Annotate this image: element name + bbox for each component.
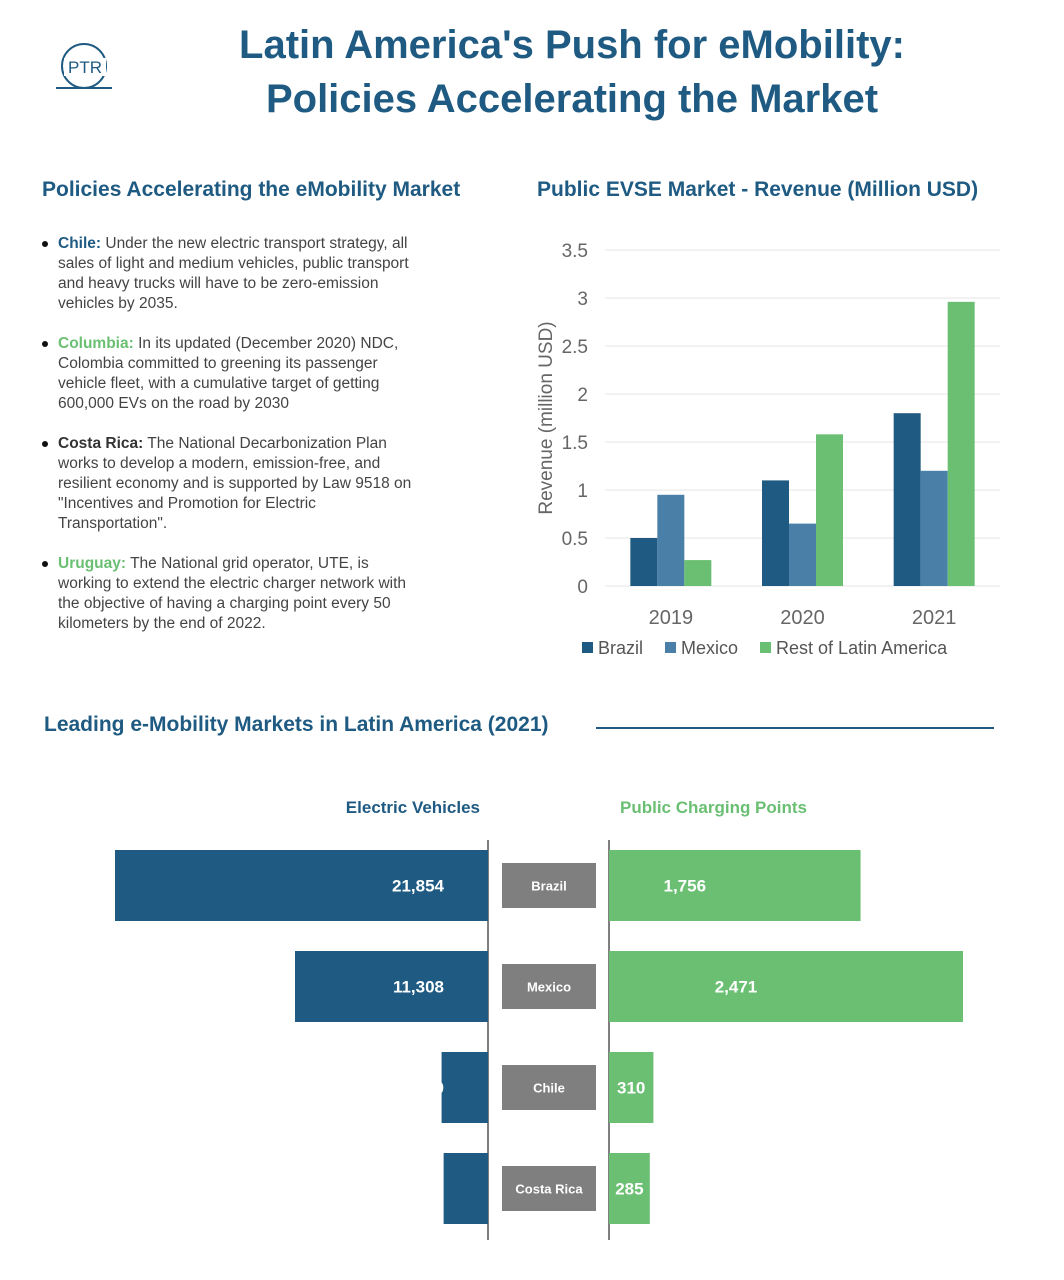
title-line-1: Latin America's Push for eMobility:	[239, 23, 905, 67]
leading-markets-chart: 21,854 1,756 Brazil 11,308 2,471 Mexico 2,720 3…	[115, 840, 963, 1240]
bar	[684, 560, 712, 586]
bar	[816, 434, 843, 586]
y-tick-label: 3	[577, 289, 588, 310]
title-line-2: Policies Accelerating the Market	[265, 77, 879, 121]
policy-text: Under the new electric transport strateg…	[58, 235, 409, 312]
legend-label: Rest of Latin America	[776, 638, 948, 658]
y-tick-label: 1	[577, 481, 588, 502]
logo-text: PTR	[68, 58, 102, 77]
ev-column-label: Electric Vehicles	[345, 798, 480, 817]
y-tick-label: 1.5	[562, 433, 588, 454]
bar	[893, 413, 921, 586]
cp-bar	[609, 1052, 654, 1123]
cp-value-label: 310	[617, 1079, 645, 1098]
policy-text: The National grid operator, UTE, is work…	[58, 555, 407, 632]
y-tick-label: 3.5	[562, 241, 588, 262]
bar	[630, 538, 658, 586]
y-tick-label: 2.5	[562, 337, 588, 358]
evse-chart-title: Public EVSE Market - Revenue (Million US…	[537, 178, 979, 201]
cp-value-label: 285	[615, 1180, 643, 1199]
ev-bar	[115, 850, 488, 921]
cp-value-label: 1,756	[664, 877, 707, 896]
policy-text: The National Decarbonization Plan works …	[58, 435, 412, 532]
ev-bar	[443, 1153, 488, 1224]
policy-country: Chile:	[58, 235, 102, 252]
page-title: Latin America's Push for eMobility: Poli…	[140, 18, 1004, 126]
legend-swatch	[582, 642, 593, 653]
cp-bar	[609, 951, 963, 1022]
policy-item-uruguay: Uruguay: The National grid operator, UTE…	[42, 554, 422, 634]
bar	[789, 523, 816, 586]
policy-text: In its updated (December 2020) NDC, Colo…	[58, 335, 399, 412]
bar	[657, 494, 685, 586]
y-tick-label: 0	[577, 577, 588, 598]
policy-country: Uruguay:	[58, 555, 127, 572]
country-label: Costa Rica	[515, 1182, 583, 1197]
policies-heading: Policies Accelerating the eMobility Mark…	[42, 178, 461, 201]
country-label: Brazil	[531, 879, 566, 894]
ev-value-label: 11,308	[393, 978, 444, 997]
cp-column-label: Public Charging Points	[620, 798, 808, 817]
country-label-box	[502, 1065, 596, 1110]
section-divider	[596, 727, 994, 729]
country-label-box	[502, 1166, 596, 1211]
country-label: Chile	[533, 1081, 565, 1096]
ptr-logo: PTR	[52, 40, 122, 100]
ev-bar	[294, 951, 488, 1022]
policy-item-costa-rica: Costa Rica: The National Decarbonization…	[42, 434, 422, 534]
policy-item-chile: Chile: Under the new electric transport …	[42, 234, 422, 314]
x-tick-label: 2020	[780, 607, 825, 629]
legend-swatch	[665, 642, 677, 653]
country-label: Mexico	[527, 980, 571, 995]
ev-value-label: 2,600	[401, 1180, 444, 1199]
cp-value-label: 2,471	[715, 978, 758, 997]
x-tick-label: 2021	[912, 607, 957, 629]
policy-item-colombia: Columbia: In its updated (December 2020)…	[42, 334, 422, 414]
policy-country: Costa Rica:	[58, 435, 144, 452]
ev-bar	[441, 1052, 488, 1123]
policies-list: Chile: Under the new electric transport …	[42, 234, 422, 654]
bar	[947, 301, 975, 586]
bar	[920, 470, 948, 586]
x-tick-label: 2019	[649, 607, 694, 629]
leading-heading: Leading e-Mobility Markets in Latin Amer…	[44, 713, 549, 736]
cp-bar	[609, 850, 861, 921]
ev-value-label: 21,854	[392, 877, 445, 896]
bar	[762, 480, 789, 586]
country-label-box	[502, 964, 596, 1009]
y-tick-label: 0.5	[562, 529, 588, 550]
legend-swatch	[760, 642, 772, 653]
policy-country: Columbia:	[58, 335, 134, 352]
legend-label: Mexico	[681, 638, 738, 658]
evse-revenue-chart: 0 0.5 1 1.5 2 2.5 3 3.5 Revenue (million USD) 201…	[536, 241, 1000, 658]
y-axis-label: Revenue (million USD)	[536, 321, 557, 514]
ev-value-label: 2,720	[401, 1079, 444, 1098]
y-tick-label: 2	[577, 385, 588, 406]
cp-bar	[609, 1153, 650, 1224]
legend-label: Brazil	[598, 638, 643, 658]
country-label-box	[502, 863, 596, 908]
